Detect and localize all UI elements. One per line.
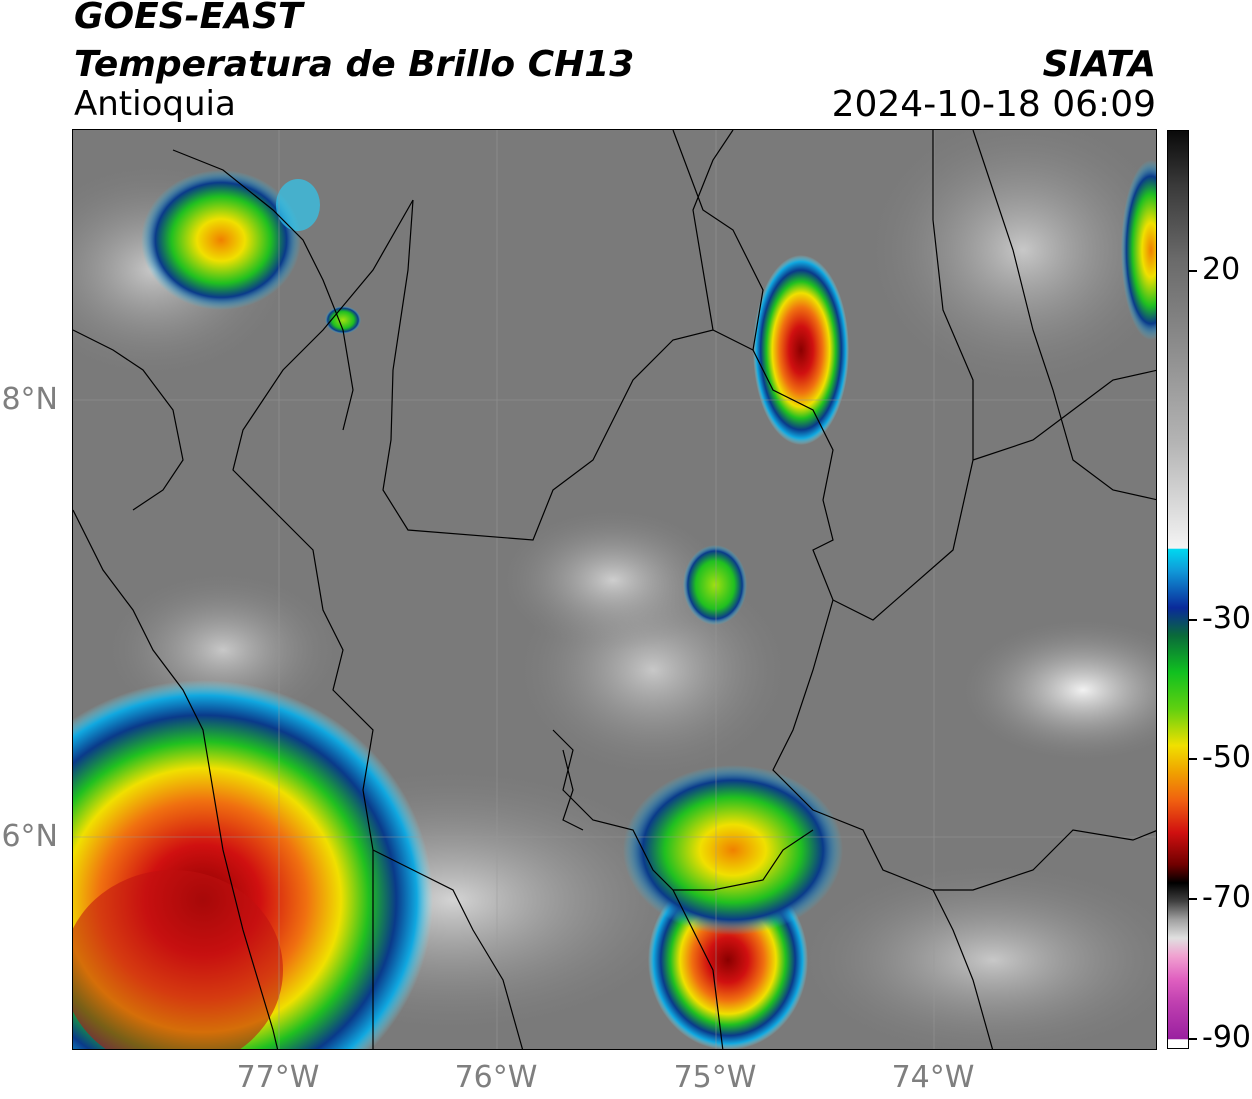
storm-cell-south-upper (623, 765, 843, 935)
small-cell (325, 306, 361, 334)
lat-label-8n: 8°N (1, 382, 58, 417)
title-satellite: GOES-EAST (74, 0, 303, 37)
colorbar-tick (1189, 758, 1197, 760)
colorbar-tick (1189, 619, 1197, 621)
colorbar-tick (1189, 898, 1197, 900)
colorbar-label-minus70: -70 (1202, 880, 1251, 915)
timestamp-label: 2024-10-18 06:09 (831, 84, 1156, 125)
storm-cell-north (753, 255, 849, 445)
cloud-ne (863, 130, 1156, 390)
storm-cell-northwest (141, 170, 301, 310)
cloud-se (793, 860, 1156, 1049)
colorbar-label-20: 20 (1202, 252, 1241, 287)
title-product: Temperatura de Brillo CH13 (74, 44, 635, 85)
borders (73, 130, 1156, 1049)
colorbar-label-minus30: -30 (1202, 601, 1251, 636)
colorbar-tick (1189, 1038, 1197, 1040)
small-cell-cyan (276, 179, 320, 231)
colorbar-tick (1189, 270, 1197, 272)
cloud-center-bright (503, 510, 723, 650)
cloud-east (963, 620, 1156, 760)
organization-label: SIATA (1042, 44, 1156, 85)
region-label: Antioquia (74, 84, 236, 124)
lat-label-6n: 6°N (1, 819, 58, 854)
satellite-map (72, 129, 1157, 1050)
storm-cell-center (683, 545, 747, 625)
storm-cell-edge (1121, 160, 1156, 340)
colorbar-label-minus90: -90 (1202, 1020, 1251, 1055)
colorbar (1167, 130, 1189, 1049)
lon-label-75w: 75°W (673, 1060, 757, 1095)
storm-core-southwest (73, 870, 283, 1049)
lon-label-76w: 76°W (454, 1060, 538, 1095)
lon-label-77w: 77°W (236, 1060, 320, 1095)
lon-label-74w: 74°W (891, 1060, 975, 1095)
map-canvas (73, 130, 1156, 1049)
graticule (73, 130, 1156, 1049)
colorbar-label-minus50: -50 (1202, 740, 1251, 775)
